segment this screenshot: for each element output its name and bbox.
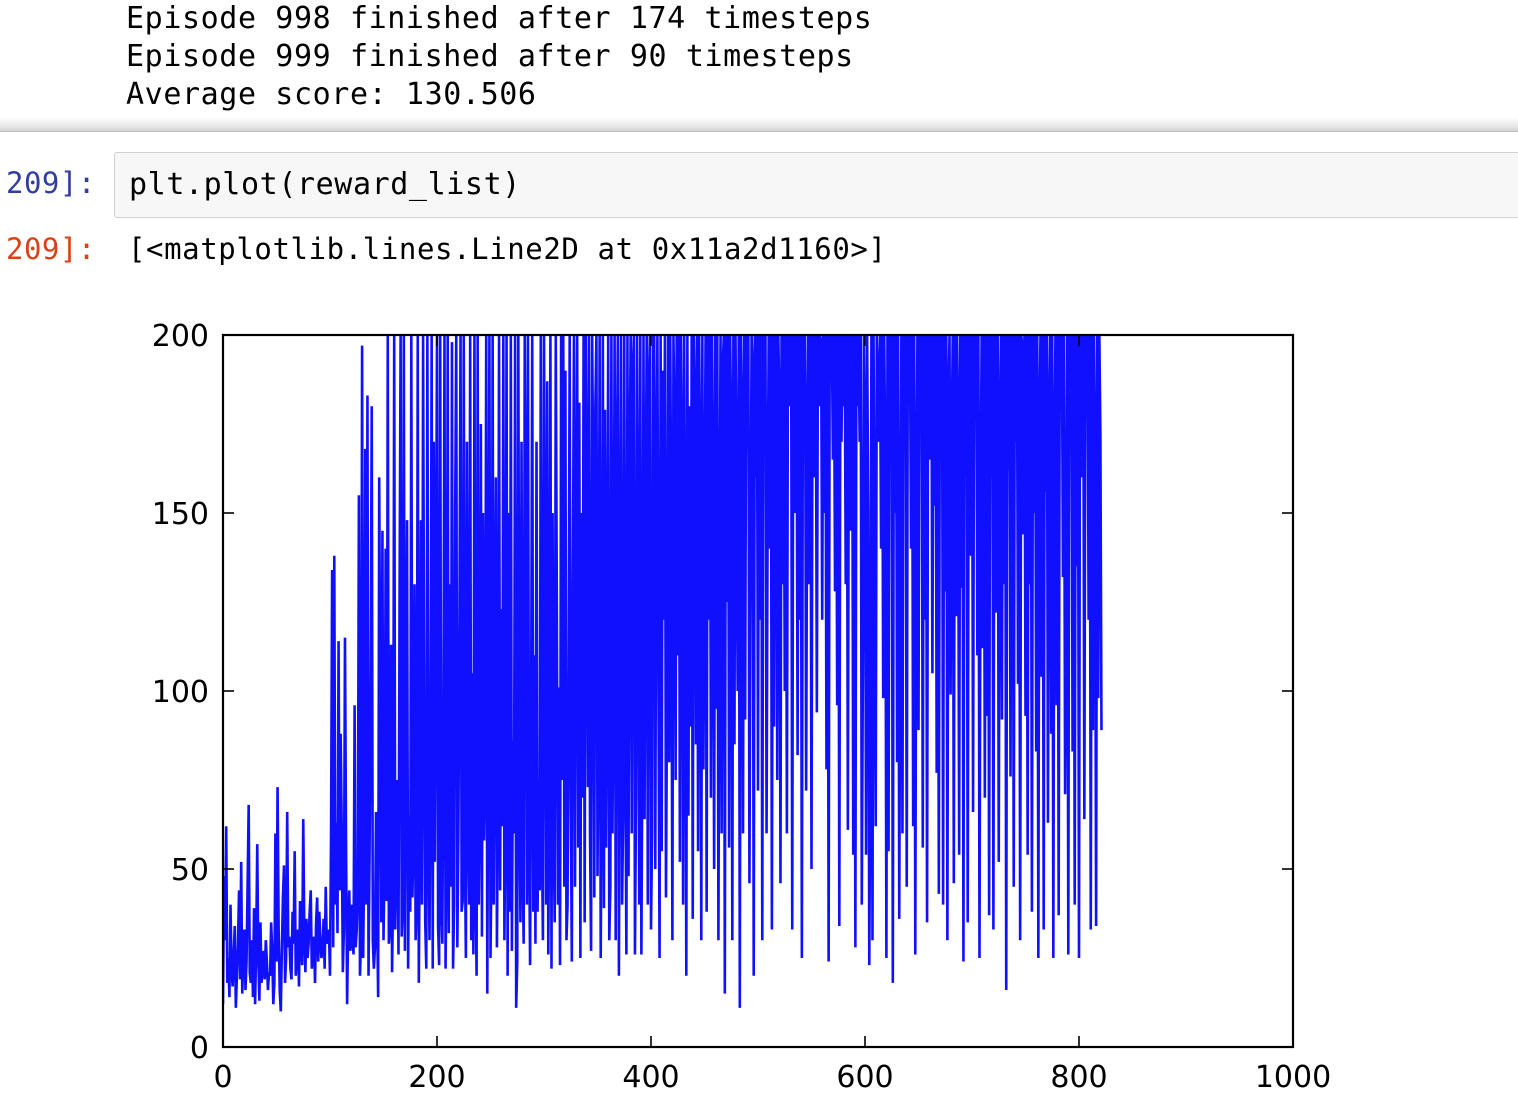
output-line-episode-999: Episode 999 finished after 90 timesteps	[126, 39, 854, 74]
code-cell-input[interactable]: plt.plot(reward_list)	[114, 152, 1518, 218]
cell-divider	[0, 118, 1518, 132]
y-tick-label-3: 150	[152, 497, 209, 532]
code-text[interactable]: plt.plot(reward_list)	[129, 167, 521, 202]
y-tick-label-4: 200	[152, 319, 209, 354]
x-tick-label-2: 400	[622, 1060, 679, 1095]
stdout-output: Episode 998 finished after 174 timesteps…	[126, 0, 872, 114]
output-repr: [<matplotlib.lines.Line2D at 0x11a2d1160…	[128, 232, 887, 266]
y-tick-label-1: 50	[171, 853, 209, 888]
x-tick-label-3: 600	[836, 1060, 893, 1095]
x-tick-label-0: 0	[213, 1060, 232, 1095]
input-prompt: 209]:	[6, 166, 96, 200]
output-line-average-score: Average score: 130.506	[126, 77, 537, 112]
x-tick-label-5: 1000	[1255, 1060, 1331, 1095]
x-tick-label-4: 800	[1050, 1060, 1107, 1095]
series-line-0	[223, 335, 1103, 1012]
cell-divider-line	[0, 131, 1518, 132]
output-prompt: 209]:	[6, 232, 96, 266]
y-tick-label-0: 0	[190, 1031, 209, 1066]
y-tick-label-2: 100	[152, 675, 209, 710]
x-tick-label-1: 200	[408, 1060, 465, 1095]
output-line-episode-998: Episode 998 finished after 174 timesteps	[126, 1, 873, 36]
